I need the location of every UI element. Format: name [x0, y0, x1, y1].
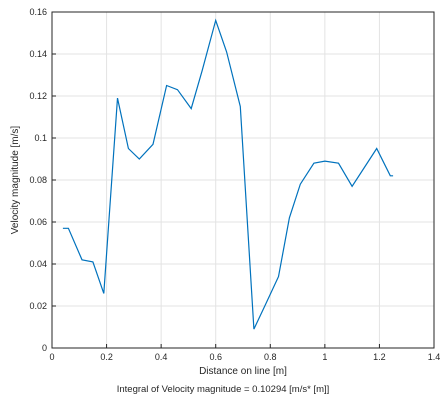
series-line [62, 18, 394, 330]
y-axis-label: Velocity magnitude [m/s] [10, 126, 21, 235]
x-tick-label: 1.4 [428, 352, 441, 362]
x-tick-label: 1.2 [373, 352, 386, 362]
tick-marks [51, 11, 435, 349]
x-tick-label: 0.4 [155, 352, 168, 362]
chart-caption: Integral of Velocity magnitude = 0.10294… [117, 384, 330, 395]
x-tick-label: 1 [322, 352, 327, 362]
y-tick-label: 0.08 [29, 175, 47, 185]
x-axis-label: Distance on line [m] [199, 366, 287, 377]
y-tick-label: 0.14 [29, 49, 47, 59]
y-tick-labels: 0 0.02 0.04 0.06 0.08 0.1 0.12 0.14 0.16 [29, 7, 47, 353]
x-tick-label: 0.2 [100, 352, 113, 362]
x-tick-label: 0.6 [209, 352, 222, 362]
y-tick-label: 0.1 [34, 133, 47, 143]
y-tick-label: 0.02 [29, 301, 47, 311]
y-tick-label: 0.12 [29, 91, 47, 101]
y-tick-label: 0.06 [29, 217, 47, 227]
y-tick-label: 0.16 [29, 7, 47, 17]
x-tick-label: 0 [49, 352, 54, 362]
x-tick-labels: 0 0.2 0.4 0.6 0.8 1 1.2 1.4 [49, 352, 440, 362]
y-tick-label: 0.04 [29, 259, 47, 269]
x-tick-label: 0.8 [264, 352, 277, 362]
y-tick-label: 0 [42, 343, 47, 353]
